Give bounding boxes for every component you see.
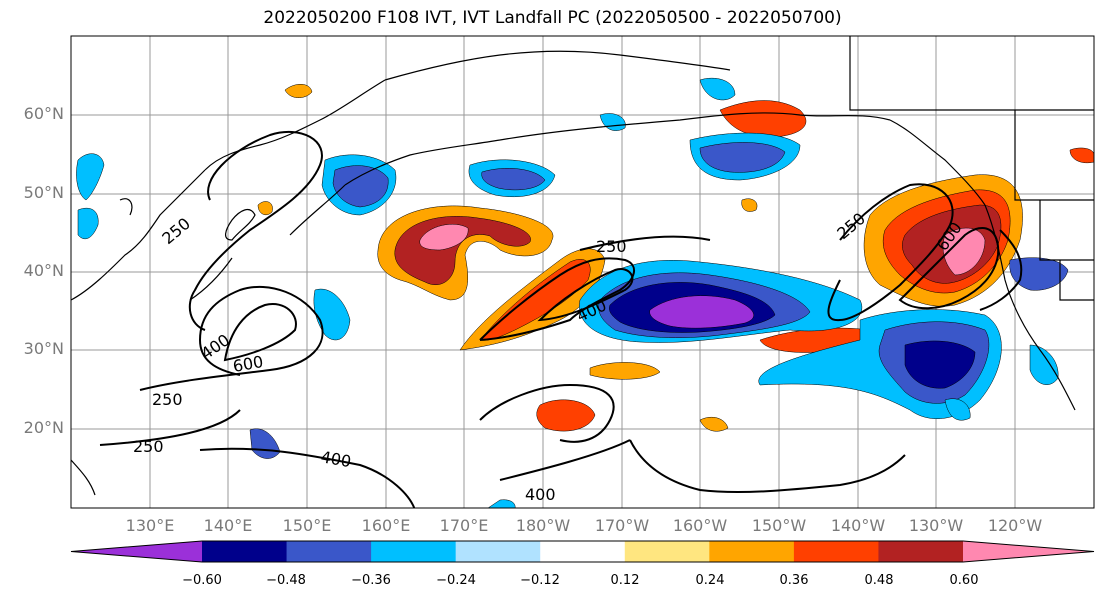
figure-title: 2022050200 F108 IVT, IVT Landfall PC (20…: [263, 8, 842, 28]
colorbar-tick-label: 0.12: [610, 573, 640, 588]
colorbar-tick-label: −0.48: [266, 573, 306, 588]
lat-label: 20°N: [23, 418, 64, 437]
lon-label: 160°E: [361, 516, 411, 535]
colorbar-outline: [70, 540, 1095, 563]
colorbar-bin: [202, 541, 288, 562]
colorbar-tick-label: 0.24: [695, 573, 725, 588]
gridlines: [71, 36, 1094, 508]
colorbar-bin: [455, 541, 541, 562]
contour-label: 400: [525, 485, 556, 504]
colorbar-bin: [371, 541, 457, 562]
lon-label: 130°W: [908, 516, 964, 535]
lon-label: 140°E: [203, 516, 253, 535]
lat-label: 60°N: [23, 104, 64, 123]
colorbar-tick-label: 0.48: [864, 573, 894, 588]
colorbar-tick-label: 0.36: [779, 573, 809, 588]
ivt-contours: [99, 130, 1023, 508]
negative-pc-shading: [76, 77, 1069, 508]
colorbar-tick-label: −0.36: [351, 573, 391, 588]
lon-label: 170°W: [594, 516, 650, 535]
lon-label: 120°W: [987, 516, 1043, 535]
lon-label: 160°W: [672, 516, 728, 535]
contour-label: 250: [596, 237, 627, 256]
lon-label: 170°E: [439, 516, 489, 535]
colorbar-bin: [793, 541, 879, 562]
lat-label: 30°N: [23, 339, 64, 358]
coastlines: [71, 36, 1094, 496]
colorbar-bin: [624, 541, 710, 562]
lon-label: 140°W: [830, 516, 886, 535]
colorbar-extend-low: [71, 541, 202, 562]
colorbar-tick-label: −0.60: [182, 573, 222, 588]
colorbar-tick-label: −0.12: [520, 573, 560, 588]
colorbar-extend-high: [963, 541, 1094, 562]
lon-label: 150°W: [751, 516, 807, 535]
colorbar-bin: [286, 541, 372, 562]
lon-label: 130°E: [125, 516, 175, 535]
contour-label: 250: [152, 390, 183, 409]
colorbar-bin: [540, 541, 626, 562]
colorbar-bin: [709, 541, 795, 562]
lat-label: 50°N: [23, 183, 64, 202]
contour-label: 250: [133, 437, 164, 456]
colorbar: [70, 540, 1095, 563]
lon-label: 150°E: [282, 516, 332, 535]
colorbar-bin: [878, 541, 964, 562]
lon-label: 180°W: [515, 516, 571, 535]
lat-label: 40°N: [23, 261, 64, 280]
colorbar-tick-label: −0.24: [436, 573, 476, 588]
colorbar-tick-label: 0.60: [949, 573, 979, 588]
